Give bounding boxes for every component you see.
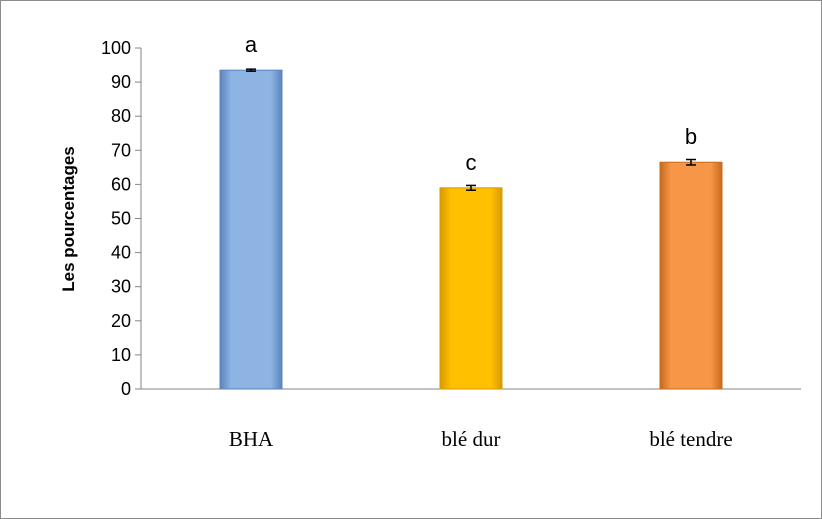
y-tick-label: 100 [101, 38, 131, 58]
y-tick-label: 0 [121, 379, 131, 399]
y-tick-label: 80 [111, 106, 131, 126]
y-tick-label: 30 [111, 277, 131, 297]
bar-2 [439, 187, 503, 390]
axes: 0 10 20 30 40 50 60 70 80 90 100 [101, 38, 801, 399]
bars [219, 68, 723, 390]
significance-letter-2: c [466, 150, 477, 175]
y-tick-label: 90 [111, 72, 131, 92]
y-tick-label: 60 [111, 174, 131, 194]
significance-letter-3: b [685, 124, 697, 149]
y-tick-label: 70 [111, 140, 131, 160]
y-tick-label: 10 [111, 345, 131, 365]
significance-letter-1: a [245, 32, 258, 57]
labels: a BHA c blé dur b blé tendre [229, 32, 733, 451]
y-tick-label: 50 [111, 209, 131, 229]
x-category-label: BHA [229, 427, 274, 451]
y-axis-title: Les pourcentages [59, 146, 78, 292]
y-tick-label: 40 [111, 243, 131, 263]
x-category-label: blé tendre [649, 427, 732, 451]
bar-3 [659, 161, 723, 390]
y-tick-label: 20 [111, 311, 131, 331]
bar-1 [219, 69, 283, 390]
x-category-label: blé dur [442, 427, 501, 451]
